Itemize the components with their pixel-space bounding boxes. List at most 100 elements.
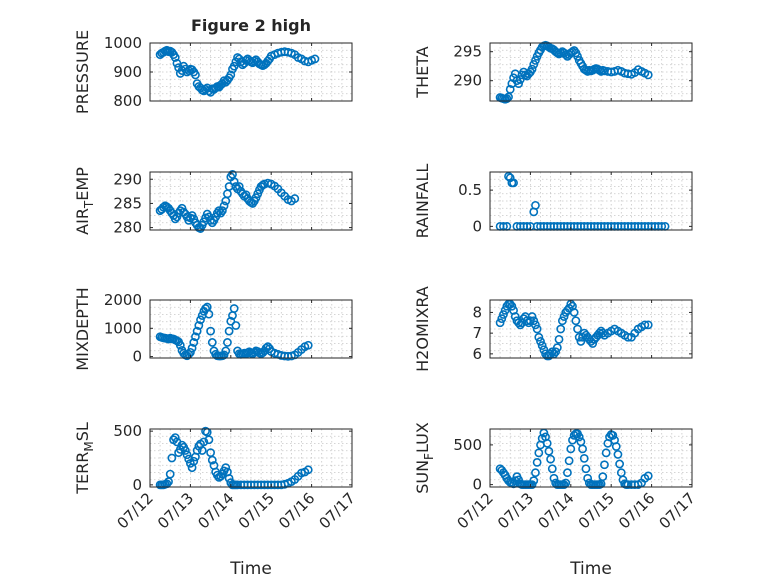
axes-frame (489, 42, 693, 102)
data-point (564, 456, 574, 466)
data-point (556, 324, 566, 334)
grid (150, 43, 352, 101)
ytick-label: 0.5 (458, 181, 482, 199)
data-point (571, 316, 581, 326)
data-points (155, 45, 320, 97)
data-point (224, 474, 234, 483)
data-point (229, 61, 239, 71)
subplot-theta: 290 295 THETA (413, 40, 693, 104)
ytick-label: 295 (453, 43, 482, 61)
data-point (199, 437, 209, 447)
data-point (159, 202, 168, 212)
data-point (608, 430, 618, 440)
data-point (196, 315, 205, 325)
data-point (221, 346, 231, 356)
data-point (600, 460, 609, 470)
ylabel: MIXDEPTH (73, 287, 92, 370)
subplot-rainfall: 0 0.5 RAINFALL (413, 164, 693, 238)
data-point (499, 310, 508, 319)
data-point (573, 51, 582, 61)
data-point (534, 448, 544, 458)
data-point (207, 455, 217, 465)
ytick-label: 900 (113, 63, 142, 81)
ytick-label: 6 (472, 345, 482, 363)
data-point (601, 448, 611, 458)
data-point (536, 337, 545, 346)
data-point (194, 321, 204, 330)
data-point (581, 464, 591, 474)
axes-frame (149, 428, 353, 488)
data-point (532, 324, 542, 334)
ytick-label: 0 (132, 476, 142, 494)
data-point (189, 338, 199, 347)
ytick-label: 0 (472, 476, 482, 494)
data-point (643, 471, 653, 481)
ytick-label: 2000 (104, 291, 142, 309)
data-point (537, 341, 547, 350)
data-point (234, 182, 244, 191)
data-point (595, 328, 604, 338)
data-point (217, 206, 227, 216)
data-point (546, 454, 555, 464)
data-point (529, 476, 539, 486)
data-point (223, 338, 232, 347)
data-point (191, 70, 200, 80)
data-point (643, 70, 653, 80)
data-point (514, 79, 524, 88)
data-point (531, 320, 540, 330)
data-point (219, 201, 229, 211)
data-point (191, 332, 200, 342)
axes-frame (149, 299, 353, 359)
data-point (569, 308, 579, 317)
data-point (527, 480, 537, 490)
data-point (303, 340, 313, 350)
data-point (187, 343, 197, 353)
data-points (495, 40, 653, 104)
data-point (204, 309, 214, 319)
data-point (192, 446, 202, 455)
data-point (192, 326, 202, 336)
xlabel: Time (229, 559, 272, 579)
ytick-label: 500 (113, 422, 142, 440)
data-point (598, 472, 608, 482)
data-point (554, 334, 564, 344)
subplot-mixdepth: 0 1000 2000 MIXDEPTH (73, 287, 353, 371)
data-point (547, 464, 557, 474)
grid (490, 172, 692, 230)
data-point (566, 444, 576, 454)
ytick-label: 280 (113, 219, 142, 237)
data-point (643, 320, 653, 330)
grid (490, 429, 692, 487)
ytick-label: 8 (472, 303, 482, 321)
data-point (231, 321, 241, 330)
data-points (495, 299, 653, 361)
ylabel: SUNFLUX (413, 422, 436, 494)
data-point (497, 314, 507, 324)
data-point (226, 316, 236, 326)
data-point (182, 450, 192, 460)
grid (150, 172, 352, 230)
data-point (502, 94, 512, 104)
ytick-label: 290 (113, 170, 142, 188)
ylabel: TERRMSL (73, 422, 96, 495)
data-point (531, 200, 540, 210)
data-point (574, 432, 584, 442)
ytick-label: 7 (472, 324, 482, 342)
data-points (155, 170, 300, 233)
data-point (189, 456, 199, 466)
data-point (504, 171, 513, 181)
data-point (611, 442, 621, 451)
ylabel: PRESSURE (73, 30, 92, 114)
ytick-label: 1000 (104, 319, 142, 337)
ylabel: H2OMIXRA (413, 286, 432, 372)
data-point (544, 446, 554, 456)
data-point (559, 480, 569, 490)
xlabel: Time (569, 559, 612, 579)
data-point (529, 60, 539, 69)
data-point (170, 53, 180, 62)
data-point (531, 56, 540, 65)
data-point (527, 312, 537, 321)
data-point (613, 450, 623, 459)
data-point (221, 463, 231, 473)
